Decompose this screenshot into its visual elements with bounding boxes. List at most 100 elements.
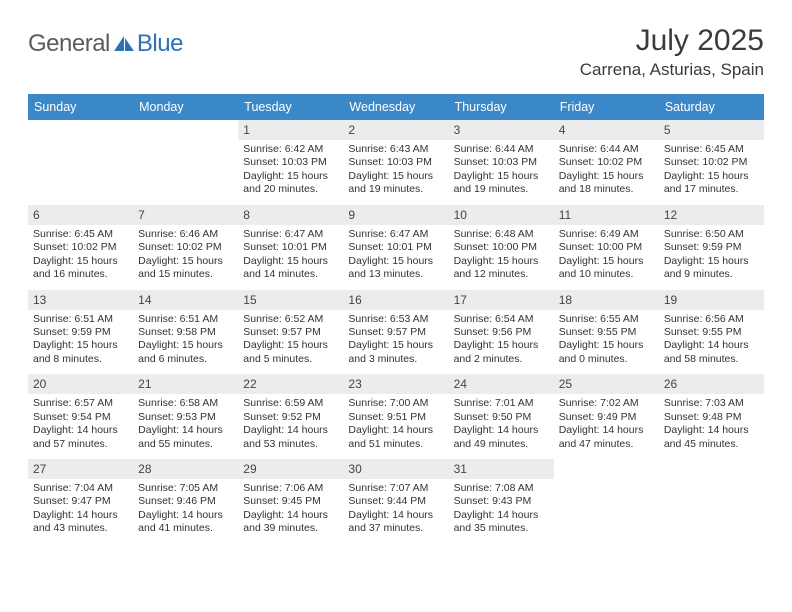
day-number: 30 [343, 459, 448, 479]
day-cell: 25Sunrise: 7:02 AMSunset: 9:49 PMDayligh… [554, 374, 659, 459]
sunrise-text: Sunrise: 6:59 AM [243, 397, 338, 410]
day-details: Sunrise: 6:59 AMSunset: 9:52 PMDaylight:… [238, 394, 343, 459]
sunset-text: Sunset: 10:00 PM [454, 241, 549, 254]
sunset-text: Sunset: 9:56 PM [454, 326, 549, 339]
day-details: Sunrise: 6:56 AMSunset: 9:55 PMDaylight:… [659, 310, 764, 375]
sunrise-text: Sunrise: 7:08 AM [454, 482, 549, 495]
sunrise-text: Sunrise: 6:49 AM [559, 228, 654, 241]
day-details: Sunrise: 7:07 AMSunset: 9:44 PMDaylight:… [343, 479, 448, 544]
sunrise-text: Sunrise: 6:53 AM [348, 313, 443, 326]
day-cell [659, 459, 764, 544]
sunset-text: Sunset: 9:59 PM [664, 241, 759, 254]
week-row: 13Sunrise: 6:51 AMSunset: 9:59 PMDayligh… [28, 290, 764, 375]
daylight-text: Daylight: 14 hours and 41 minutes. [138, 509, 233, 536]
day-number: 19 [659, 290, 764, 310]
week-row: 1Sunrise: 6:42 AMSunset: 10:03 PMDayligh… [28, 120, 764, 205]
sunset-text: Sunset: 9:53 PM [138, 411, 233, 424]
daylight-text: Daylight: 15 hours and 9 minutes. [664, 255, 759, 282]
daylight-text: Daylight: 15 hours and 8 minutes. [33, 339, 128, 366]
day-number: 6 [28, 205, 133, 225]
day-details: Sunrise: 6:47 AMSunset: 10:01 PMDaylight… [238, 225, 343, 290]
logo: General Blue [28, 24, 183, 58]
day-cell: 27Sunrise: 7:04 AMSunset: 9:47 PMDayligh… [28, 459, 133, 544]
sunrise-text: Sunrise: 6:44 AM [559, 143, 654, 156]
sunset-text: Sunset: 10:02 PM [664, 156, 759, 169]
sunrise-text: Sunrise: 7:02 AM [559, 397, 654, 410]
day-cell: 22Sunrise: 6:59 AMSunset: 9:52 PMDayligh… [238, 374, 343, 459]
day-cell: 16Sunrise: 6:53 AMSunset: 9:57 PMDayligh… [343, 290, 448, 375]
day-cell: 4Sunrise: 6:44 AMSunset: 10:02 PMDayligh… [554, 120, 659, 205]
sunset-text: Sunset: 9:55 PM [559, 326, 654, 339]
sunrise-text: Sunrise: 7:05 AM [138, 482, 233, 495]
day-cell: 9Sunrise: 6:47 AMSunset: 10:01 PMDayligh… [343, 205, 448, 290]
daylight-text: Daylight: 14 hours and 35 minutes. [454, 509, 549, 536]
sunset-text: Sunset: 9:49 PM [559, 411, 654, 424]
sunset-text: Sunset: 9:57 PM [243, 326, 338, 339]
day-number: 13 [28, 290, 133, 310]
day-number: 12 [659, 205, 764, 225]
daylight-text: Daylight: 15 hours and 15 minutes. [138, 255, 233, 282]
daylight-text: Daylight: 14 hours and 39 minutes. [243, 509, 338, 536]
day-details [28, 126, 133, 184]
day-number: 3 [449, 120, 554, 140]
sunrise-text: Sunrise: 6:54 AM [454, 313, 549, 326]
daylight-text: Daylight: 15 hours and 17 minutes. [664, 170, 759, 197]
sunset-text: Sunset: 9:43 PM [454, 495, 549, 508]
daylight-text: Daylight: 15 hours and 14 minutes. [243, 255, 338, 282]
sunrise-text: Sunrise: 6:57 AM [33, 397, 128, 410]
daylight-text: Daylight: 15 hours and 6 minutes. [138, 339, 233, 366]
day-details [133, 126, 238, 184]
sunset-text: Sunset: 9:55 PM [664, 326, 759, 339]
sunrise-text: Sunrise: 7:06 AM [243, 482, 338, 495]
day-number: 22 [238, 374, 343, 394]
day-details: Sunrise: 6:45 AMSunset: 10:02 PMDaylight… [659, 140, 764, 205]
day-number: 31 [449, 459, 554, 479]
sunset-text: Sunset: 9:52 PM [243, 411, 338, 424]
sunrise-text: Sunrise: 6:45 AM [664, 143, 759, 156]
header: General Blue July 2025 Carrena, Asturias… [28, 24, 764, 80]
sunset-text: Sunset: 9:58 PM [138, 326, 233, 339]
day-cell: 5Sunrise: 6:45 AMSunset: 10:02 PMDayligh… [659, 120, 764, 205]
sunset-text: Sunset: 10:00 PM [559, 241, 654, 254]
day-cell [133, 120, 238, 205]
day-cell: 17Sunrise: 6:54 AMSunset: 9:56 PMDayligh… [449, 290, 554, 375]
day-number: 2 [343, 120, 448, 140]
day-details: Sunrise: 6:43 AMSunset: 10:03 PMDaylight… [343, 140, 448, 205]
day-header: Wednesday [343, 94, 448, 120]
logo-text-blue: Blue [137, 30, 183, 58]
day-number: 10 [449, 205, 554, 225]
day-number: 18 [554, 290, 659, 310]
day-details: Sunrise: 7:05 AMSunset: 9:46 PMDaylight:… [133, 479, 238, 544]
day-cell: 26Sunrise: 7:03 AMSunset: 9:48 PMDayligh… [659, 374, 764, 459]
day-cell: 10Sunrise: 6:48 AMSunset: 10:00 PMDaylig… [449, 205, 554, 290]
day-header: Tuesday [238, 94, 343, 120]
sunrise-text: Sunrise: 6:52 AM [243, 313, 338, 326]
day-details: Sunrise: 6:55 AMSunset: 9:55 PMDaylight:… [554, 310, 659, 375]
day-details: Sunrise: 6:57 AMSunset: 9:54 PMDaylight:… [28, 394, 133, 459]
day-number: 20 [28, 374, 133, 394]
day-number: 4 [554, 120, 659, 140]
day-details: Sunrise: 6:46 AMSunset: 10:02 PMDaylight… [133, 225, 238, 290]
sunrise-text: Sunrise: 7:07 AM [348, 482, 443, 495]
day-details: Sunrise: 6:53 AMSunset: 9:57 PMDaylight:… [343, 310, 448, 375]
day-cell: 18Sunrise: 6:55 AMSunset: 9:55 PMDayligh… [554, 290, 659, 375]
day-cell: 21Sunrise: 6:58 AMSunset: 9:53 PMDayligh… [133, 374, 238, 459]
daylight-text: Daylight: 15 hours and 19 minutes. [454, 170, 549, 197]
day-number: 17 [449, 290, 554, 310]
day-number: 29 [238, 459, 343, 479]
day-number: 21 [133, 374, 238, 394]
daylight-text: Daylight: 14 hours and 43 minutes. [33, 509, 128, 536]
day-details: Sunrise: 7:06 AMSunset: 9:45 PMDaylight:… [238, 479, 343, 544]
day-cell: 12Sunrise: 6:50 AMSunset: 9:59 PMDayligh… [659, 205, 764, 290]
sunrise-text: Sunrise: 6:42 AM [243, 143, 338, 156]
day-cell: 19Sunrise: 6:56 AMSunset: 9:55 PMDayligh… [659, 290, 764, 375]
sunset-text: Sunset: 9:46 PM [138, 495, 233, 508]
day-cell: 30Sunrise: 7:07 AMSunset: 9:44 PMDayligh… [343, 459, 448, 544]
day-details: Sunrise: 6:47 AMSunset: 10:01 PMDaylight… [343, 225, 448, 290]
sunrise-text: Sunrise: 7:04 AM [33, 482, 128, 495]
week-row: 20Sunrise: 6:57 AMSunset: 9:54 PMDayligh… [28, 374, 764, 459]
day-number: 8 [238, 205, 343, 225]
day-cell: 28Sunrise: 7:05 AMSunset: 9:46 PMDayligh… [133, 459, 238, 544]
day-cell: 3Sunrise: 6:44 AMSunset: 10:03 PMDayligh… [449, 120, 554, 205]
sunset-text: Sunset: 10:01 PM [243, 241, 338, 254]
